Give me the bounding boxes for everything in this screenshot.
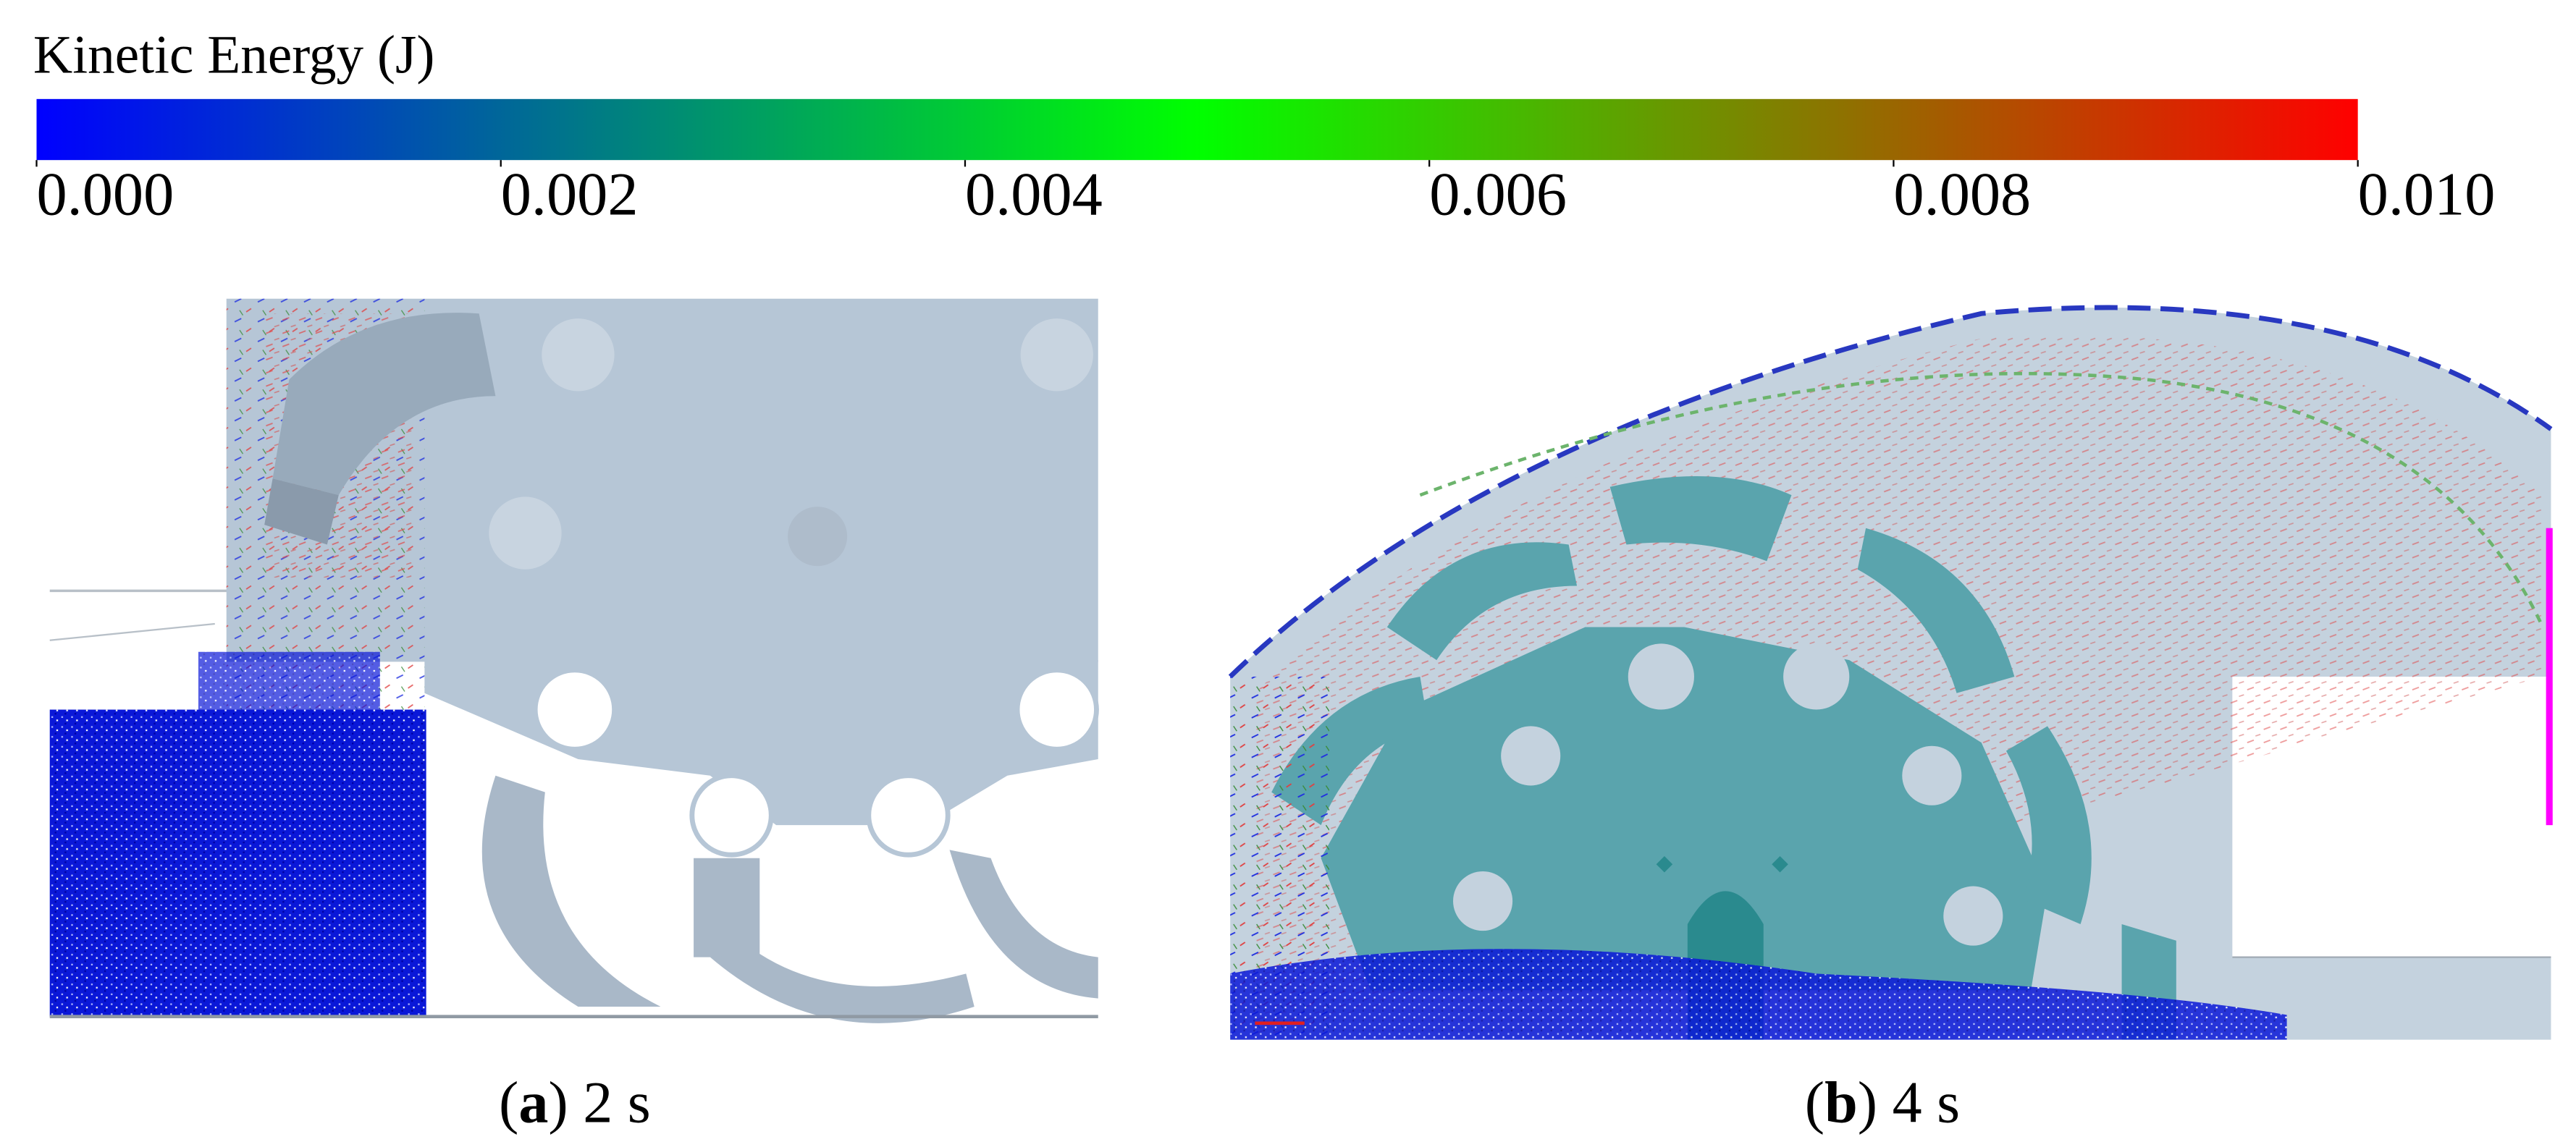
caption-part: ( [499,1070,518,1135]
caption-part: ) 2 s [548,1070,650,1135]
colorbar-ticks: 0.000 0.002 0.004 0.006 0.008 0.010 [35,160,2496,228]
tick-label: 0.004 [965,161,1103,228]
caption-part: ( [1805,1070,1824,1135]
colorbar-title: Kinetic Energy (J) [33,25,434,85]
panel-a-image [49,298,1099,1023]
caption-part: ) 4 s [1858,1070,1960,1135]
panel-caption: (a) 2 s [499,1070,651,1135]
caption-part: b [1824,1070,1858,1135]
tick-label: 0.006 [1429,161,1567,228]
panel-b-image [1228,305,2553,1040]
tick-label: 0.010 [2358,161,2496,228]
caption-part: a [518,1070,548,1135]
panel-caption: (b) 4 s [1805,1070,1960,1135]
tick-label: 0.000 [36,161,174,228]
tick-label: 0.002 [501,161,639,228]
colorbar [36,98,2358,161]
tick-label: 0.008 [1893,161,2031,228]
